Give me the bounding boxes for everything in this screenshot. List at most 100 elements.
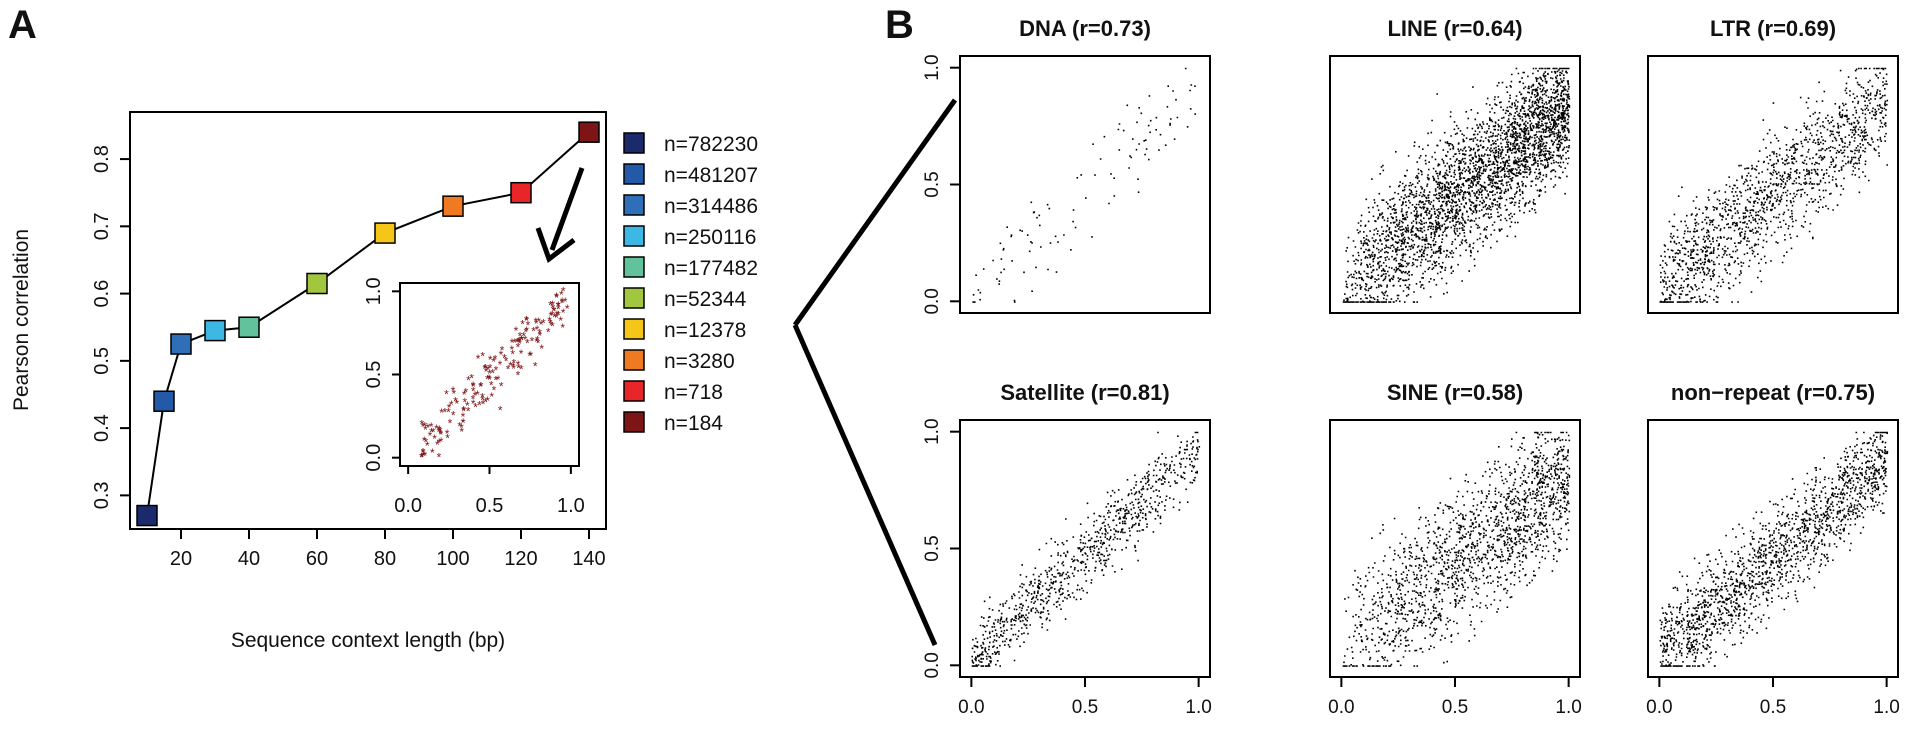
inset-point: * [473, 401, 478, 415]
legend-label: n=52344 [664, 288, 747, 311]
inset-point: * [556, 302, 561, 316]
inset-point: * [517, 335, 522, 349]
y-tick-label: 0.5 [922, 535, 943, 561]
inset-y-tick-label: 1.0 [363, 277, 385, 305]
inset-point: * [519, 363, 524, 377]
inset-point: * [466, 405, 471, 419]
inset-point: * [434, 422, 439, 436]
series-line [146, 131, 590, 516]
inset-point: * [510, 336, 515, 350]
legend-label: n=184 [664, 412, 723, 435]
series-points [136, 121, 600, 527]
y-tick-label: 0.5 [91, 347, 113, 375]
inset-point: * [465, 399, 470, 413]
inset-point: * [554, 291, 559, 305]
inset-point: * [514, 324, 519, 338]
inset-point: * [457, 420, 462, 434]
inset-point: * [560, 321, 565, 335]
inset-point: * [461, 416, 466, 430]
data-point [578, 121, 600, 143]
scatter-panel: Satellite (r=0.81) 0.0 0.5 1.0 0.0 0.5 1.0 [922, 380, 1212, 718]
inset-point: * [531, 324, 536, 338]
x-tick-label: 0.5 [1760, 697, 1786, 718]
inset-point: * [424, 435, 429, 449]
inset-point: * [439, 435, 444, 449]
x-tick-label: 40 [238, 548, 260, 570]
inset-point: * [560, 295, 565, 309]
inset-point: * [428, 429, 433, 443]
legend-label: n=782230 [664, 133, 758, 156]
inset-point: * [459, 425, 464, 439]
scatter-points [972, 67, 1196, 303]
inset-point: * [499, 380, 504, 394]
inset-point: * [452, 387, 457, 401]
inset-point: * [516, 362, 521, 376]
scatter-points [1659, 431, 1889, 667]
inset-point: * [533, 360, 538, 374]
series-polyline [146, 131, 590, 516]
inset-point: * [499, 348, 504, 362]
y-tick-label: 1.0 [922, 418, 943, 444]
inset-point: * [565, 302, 570, 316]
inset-point: * [421, 446, 426, 460]
scatter-panel: non−repeat (r=0.75) 0.0 0.5 1.0 [1646, 380, 1900, 718]
y-tick-label: 0.0 [922, 652, 943, 678]
inset-point: * [527, 349, 532, 363]
inset-point: * [471, 397, 476, 411]
inset-point: * [534, 317, 539, 331]
inset-point: * [555, 308, 560, 322]
data-point [374, 222, 396, 244]
inset-point: * [563, 295, 568, 309]
legend-label: n=718 [664, 381, 723, 404]
panel-a-chart: Sequence context length (bp) Pearson cor… [10, 111, 758, 652]
inset-point: * [459, 421, 464, 435]
inset-point: * [521, 329, 526, 343]
inset-y-tick-label: 0.0 [363, 444, 385, 472]
scatter-panel-title: SINE (r=0.58) [1387, 380, 1523, 405]
inset-point: * [437, 451, 442, 465]
legend-label: n=3280 [664, 350, 735, 373]
inset-point: * [519, 347, 524, 361]
inset-point: * [516, 358, 521, 372]
inset-point: * [529, 349, 534, 363]
panel-b-label: B [885, 3, 914, 47]
inset-point: * [500, 344, 505, 358]
inset-point: * [447, 401, 452, 415]
inset-point: * [439, 428, 444, 442]
inset-point: * [421, 446, 426, 460]
inset-point: * [438, 427, 443, 441]
panel-a-label: A [8, 3, 37, 47]
inset-point: * [504, 354, 509, 368]
inset-point: * [516, 368, 521, 382]
legend-label: n=177482 [664, 257, 758, 280]
inset-point: * [445, 427, 450, 441]
x-tick-label: 100 [436, 548, 469, 570]
inset-point: * [482, 362, 487, 376]
legend-swatch [623, 256, 645, 278]
inset-point: * [512, 336, 517, 350]
inset-point: * [487, 372, 492, 386]
inset-point: * [463, 385, 468, 399]
inset-point: * [508, 359, 513, 373]
inset-point: * [490, 367, 495, 381]
inset-point: * [506, 363, 511, 377]
inset-point: * [530, 335, 535, 349]
inset-point: * [534, 335, 539, 349]
legend-swatch [623, 132, 645, 154]
arrow-head [535, 227, 576, 264]
inset-point: * [523, 333, 528, 347]
inset-point: * [425, 439, 430, 453]
inset-x-tick-label: 1.0 [557, 495, 585, 517]
inset-point: * [509, 343, 514, 357]
inset-point: * [483, 396, 488, 410]
inset-point: * [539, 318, 544, 332]
inset-x-tick-label: 0.5 [476, 495, 504, 517]
inset-point: * [481, 397, 486, 411]
scatter-panel-frame [959, 419, 1211, 678]
inset-point: * [537, 327, 542, 341]
x-tick-label: 0.0 [1328, 697, 1354, 718]
inset-point: * [471, 380, 476, 394]
inset-point: * [451, 384, 456, 398]
inset-point: * [558, 314, 563, 328]
